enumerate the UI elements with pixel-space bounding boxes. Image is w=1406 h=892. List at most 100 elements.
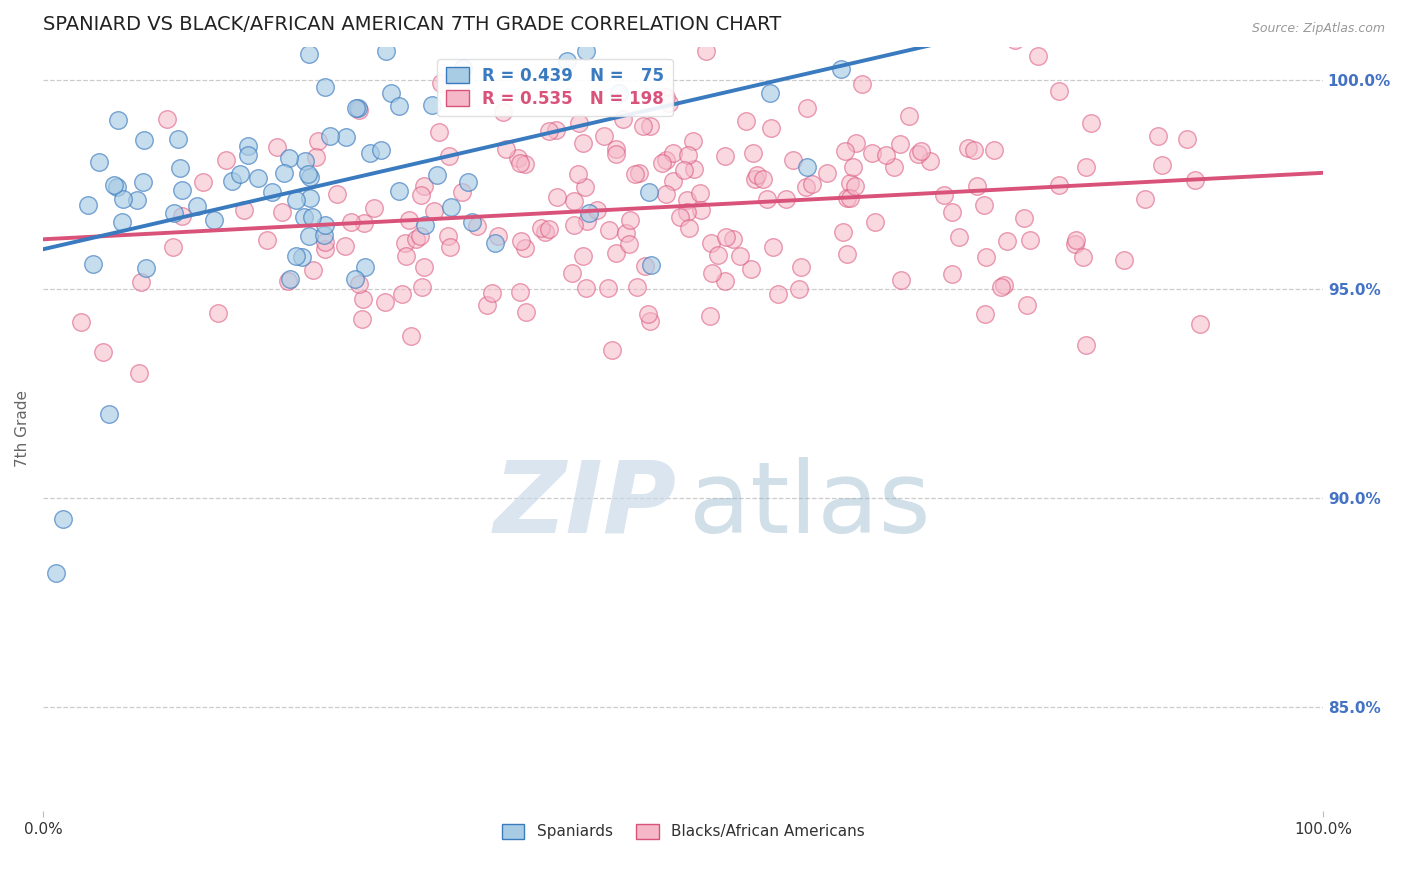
Point — [830, 62, 852, 76]
Point — [298, 169, 321, 184]
Point — [484, 235, 506, 250]
Point — [492, 105, 515, 120]
Point — [1087, 0, 1109, 14]
Point — [676, 205, 699, 219]
Point — [207, 305, 229, 319]
Point — [734, 113, 756, 128]
Point — [638, 185, 661, 199]
Point — [627, 166, 650, 180]
Point — [676, 147, 699, 161]
Point — [751, 171, 773, 186]
Point — [948, 230, 970, 244]
Point — [481, 286, 503, 301]
Point — [412, 260, 434, 274]
Point — [333, 238, 356, 252]
Point — [82, 257, 104, 271]
Point — [510, 235, 533, 249]
Point — [897, 108, 920, 122]
Point — [388, 99, 411, 113]
Point — [574, 180, 596, 194]
Point — [391, 286, 413, 301]
Point — [394, 236, 416, 251]
Point — [463, 0, 485, 10]
Point — [277, 151, 299, 165]
Point — [450, 185, 472, 199]
Point — [695, 44, 717, 58]
Point — [605, 245, 627, 260]
Point — [562, 218, 585, 232]
Point — [411, 280, 433, 294]
Point — [1175, 132, 1198, 146]
Point — [534, 225, 557, 239]
Point — [614, 226, 637, 240]
Point — [319, 129, 342, 144]
Point — [221, 174, 243, 188]
Point — [835, 191, 858, 205]
Point — [509, 285, 531, 299]
Point — [465, 219, 488, 234]
Point — [162, 240, 184, 254]
Point — [889, 136, 911, 151]
Point — [706, 248, 728, 262]
Point — [354, 260, 377, 274]
Point — [662, 146, 685, 161]
Point — [572, 136, 595, 151]
Point — [682, 134, 704, 148]
Point — [1064, 233, 1087, 247]
Point — [744, 172, 766, 186]
Point — [714, 230, 737, 244]
Point — [1184, 173, 1206, 187]
Point — [52, 512, 75, 526]
Point — [475, 298, 498, 312]
Point — [128, 366, 150, 380]
Point — [363, 201, 385, 215]
Point — [586, 202, 609, 217]
Point — [607, 86, 630, 100]
Point — [170, 210, 193, 224]
Point — [191, 175, 214, 189]
Point — [266, 140, 288, 154]
Point — [1064, 236, 1087, 251]
Point — [326, 186, 349, 201]
Point — [135, 261, 157, 276]
Point — [1147, 128, 1170, 143]
Point — [380, 86, 402, 100]
Point — [359, 146, 381, 161]
Point — [97, 407, 120, 421]
Point — [125, 193, 148, 207]
Point — [308, 134, 330, 148]
Point — [568, 116, 591, 130]
Point — [277, 274, 299, 288]
Point — [655, 153, 678, 167]
Point — [678, 221, 700, 235]
Point — [347, 101, 370, 115]
Point — [672, 163, 695, 178]
Point — [413, 218, 436, 232]
Point — [395, 249, 418, 263]
Point — [422, 203, 444, 218]
Point — [292, 211, 315, 225]
Text: SPANIARD VS BLACK/AFRICAN AMERICAN 7TH GRADE CORRELATION CHART: SPANIARD VS BLACK/AFRICAN AMERICAN 7TH G… — [44, 15, 782, 34]
Point — [538, 222, 561, 236]
Point — [768, 287, 790, 301]
Point — [626, 280, 648, 294]
Point — [1189, 317, 1212, 331]
Point — [575, 44, 598, 58]
Point — [1012, 211, 1035, 225]
Point — [759, 86, 782, 100]
Point — [714, 149, 737, 163]
Point — [298, 46, 321, 61]
Point — [690, 203, 713, 218]
Point — [352, 293, 374, 307]
Point — [284, 193, 307, 207]
Point — [932, 188, 955, 202]
Point — [437, 228, 460, 243]
Point — [658, 95, 681, 110]
Point — [349, 103, 371, 117]
Point — [91, 344, 114, 359]
Point — [669, 210, 692, 224]
Point — [1071, 250, 1094, 264]
Point — [202, 213, 225, 227]
Point — [956, 141, 979, 155]
Point — [399, 329, 422, 343]
